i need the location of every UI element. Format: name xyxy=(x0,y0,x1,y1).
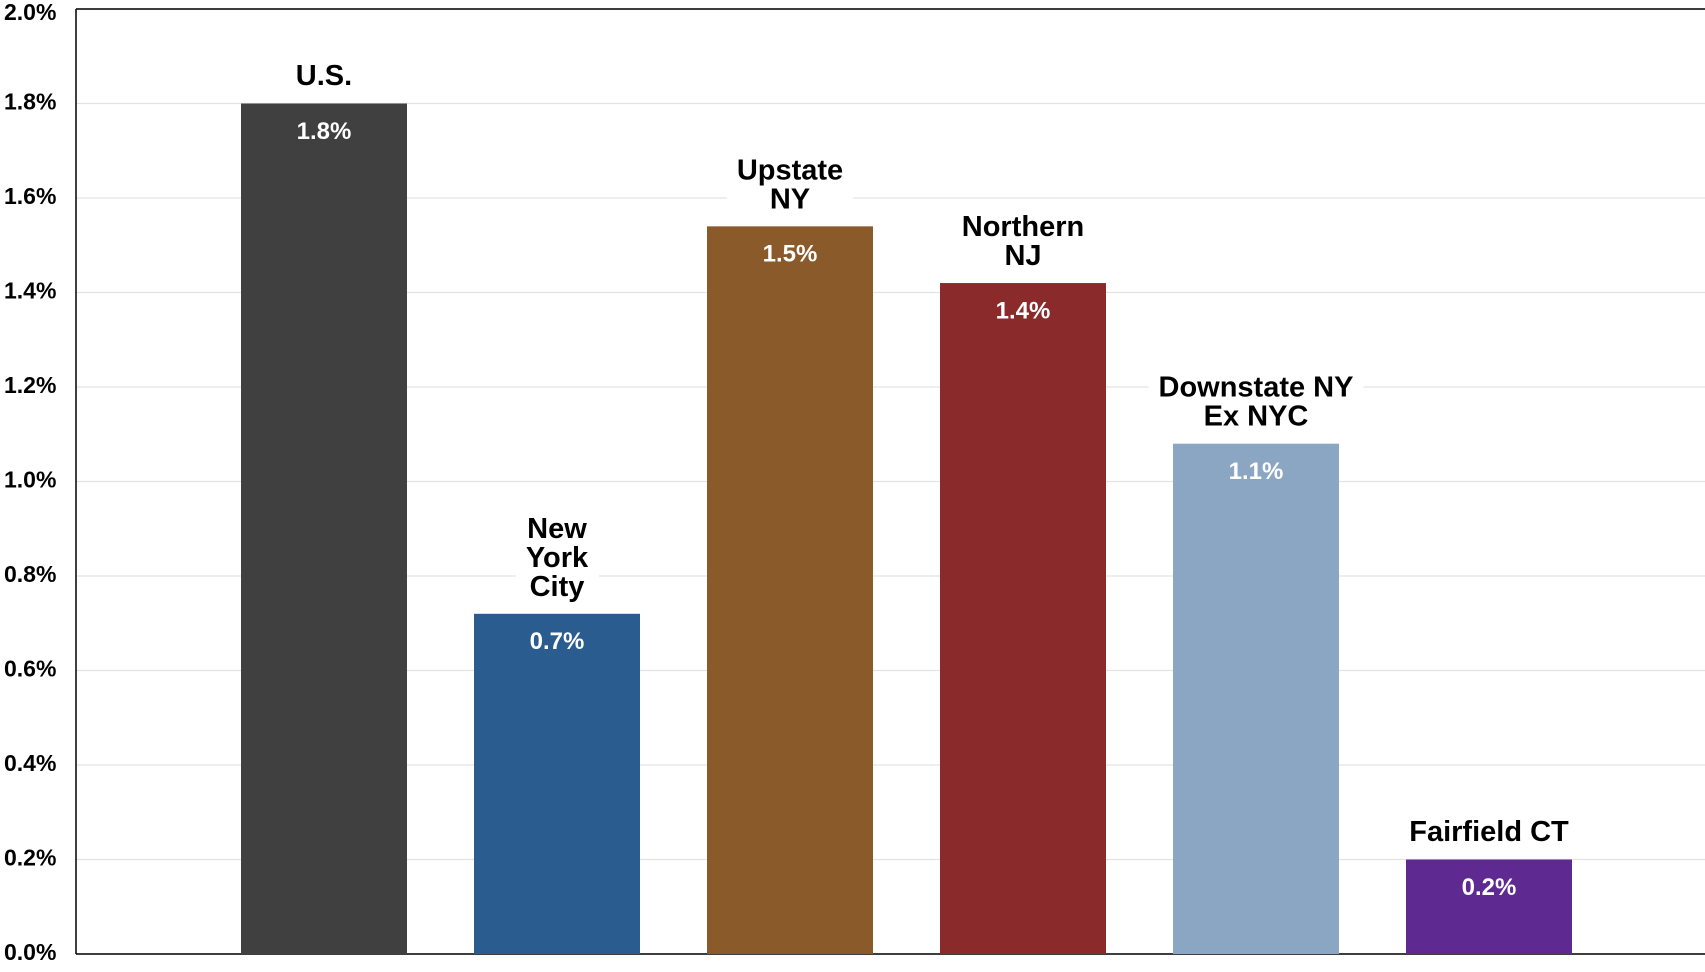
y-tick-label: 0.8% xyxy=(4,561,56,587)
value-label: 1.1% xyxy=(1229,458,1284,485)
y-tick-label: 1.2% xyxy=(4,372,56,398)
value-label: 1.8% xyxy=(297,118,352,145)
category-label: Downstate NY Ex NYC xyxy=(1159,371,1354,432)
y-tick-label: 1.8% xyxy=(4,89,56,115)
bar xyxy=(940,283,1106,954)
bar xyxy=(1406,859,1572,954)
y-tick-label: 0.6% xyxy=(4,656,56,682)
category-label: Fairfield CT xyxy=(1409,816,1569,848)
y-tick-label: 1.0% xyxy=(4,467,56,493)
y-tick-label: 0.4% xyxy=(4,750,56,776)
label-background xyxy=(1148,369,1364,435)
y-tick-label: 0.2% xyxy=(4,845,56,871)
y-tick-label: 0.0% xyxy=(4,939,56,965)
y-tick-label: 2.0% xyxy=(4,0,56,25)
value-label: 0.2% xyxy=(1462,874,1517,901)
y-tick-label: 1.6% xyxy=(4,183,56,209)
value-label: 1.5% xyxy=(763,241,818,268)
category-label: Upstate NY xyxy=(737,154,843,215)
bar xyxy=(1173,443,1339,954)
label-background xyxy=(951,208,1095,274)
category-label: U.S. xyxy=(296,60,352,92)
value-label: 1.4% xyxy=(996,297,1051,324)
label-background xyxy=(285,58,363,95)
value-label: 0.7% xyxy=(530,628,585,655)
bar xyxy=(474,613,640,954)
bar xyxy=(707,226,873,955)
category-label: New York City xyxy=(526,512,589,602)
label-background xyxy=(1399,814,1580,851)
y-tick-label: 1.4% xyxy=(4,278,56,304)
category-label: Northern NJ xyxy=(962,211,1084,272)
label-background xyxy=(515,510,600,605)
label-background xyxy=(726,152,854,218)
bar xyxy=(241,103,407,954)
